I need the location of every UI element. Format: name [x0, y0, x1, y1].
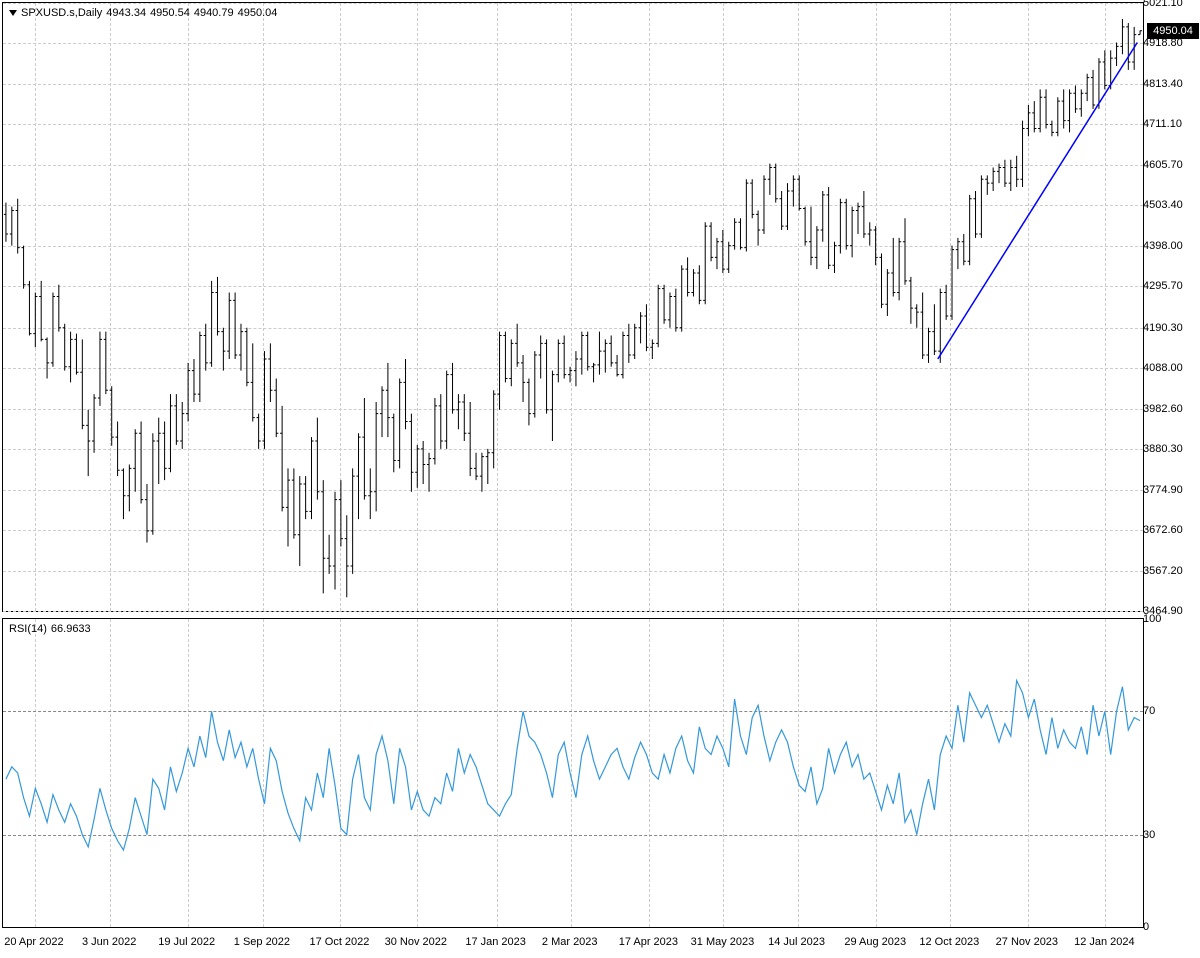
rsi-label: RSI(14): [9, 623, 47, 635]
rsi-panel[interactable]: RSI(14) 66.9633 10070300: [2, 618, 1144, 928]
price-chart-panel[interactable]: SPXUSD.s,Daily 4943.34 4950.54 4940.79 4…: [2, 2, 1144, 612]
current-price-tag: 4950.04: [1147, 23, 1199, 39]
rsi-y-label: 100: [1143, 613, 1161, 625]
price-y-label: 4190.30: [1143, 322, 1183, 334]
x-axis-label: 17 Apr 2023: [619, 936, 678, 948]
symbol-label: SPXUSD.s,Daily: [21, 7, 102, 19]
dropdown-icon: [9, 10, 17, 16]
rsi-y-label: 30: [1143, 829, 1155, 841]
rsi-line-svg: [3, 619, 1143, 927]
price-y-label: 4605.70: [1143, 159, 1183, 171]
chart-title: SPXUSD.s,Daily 4943.34 4950.54 4940.79 4…: [9, 7, 277, 19]
x-axis-label: 2 Mar 2023: [542, 936, 598, 948]
price-y-label: 4813.40: [1143, 78, 1183, 90]
price-y-label: 3774.90: [1143, 484, 1183, 496]
price-y-label: 3982.60: [1143, 403, 1183, 415]
ohlc-high: 4950.54: [150, 7, 190, 19]
x-axis-label: 31 May 2023: [691, 936, 755, 948]
x-axis-label: 30 Nov 2022: [385, 936, 447, 948]
x-axis-label: 12 Oct 2023: [919, 936, 979, 948]
x-axis-label: 17 Jan 2023: [465, 936, 526, 948]
x-axis-label: 1 Sep 2022: [234, 936, 290, 948]
rsi-y-axis: 10070300: [1143, 619, 1199, 927]
x-axis-label: 29 Aug 2023: [844, 936, 906, 948]
price-y-label: 3672.60: [1143, 524, 1183, 536]
price-y-label: 4503.40: [1143, 199, 1183, 211]
rsi-title: RSI(14) 66.9633: [9, 623, 91, 635]
rsi-value: 66.9633: [51, 623, 91, 635]
rsi-y-label: 70: [1143, 705, 1155, 717]
x-axis-label: 20 Apr 2022: [4, 936, 63, 948]
price-y-label: 4295.70: [1143, 280, 1183, 292]
x-axis-label: 19 Jul 2022: [158, 936, 215, 948]
price-y-label: 3567.20: [1143, 565, 1183, 577]
x-axis-label: 17 Oct 2022: [309, 936, 369, 948]
ohlc-open: 4943.34: [106, 7, 146, 19]
ohlc-close: 4950.04: [238, 7, 278, 19]
price-y-label: 3880.30: [1143, 443, 1183, 455]
price-y-label: 4711.10: [1143, 118, 1182, 130]
price-y-label: 5021.10: [1143, 0, 1183, 9]
time-x-axis: 20 Apr 2022 3 Jun 2022 19 Jul 2022 1 Sep 20…: [2, 932, 1144, 956]
x-axis-label: 27 Nov 2023: [996, 936, 1058, 948]
x-axis-label: 14 Jul 2023: [768, 936, 825, 948]
price-bars-svg: [3, 3, 1143, 611]
price-y-label: 4088.00: [1143, 362, 1183, 374]
ohlc-low: 4940.79: [194, 7, 234, 19]
x-axis-label: 12 Jan 2024: [1074, 936, 1135, 948]
price-y-axis: 5021.10 4918.80 4813.40 4711.10 4605.70 4503.…: [1143, 3, 1199, 611]
x-axis-label: 3 Jun 2022: [82, 936, 136, 948]
price-y-label: 4918.80: [1143, 37, 1183, 49]
price-y-label: 4398.00: [1143, 240, 1183, 252]
